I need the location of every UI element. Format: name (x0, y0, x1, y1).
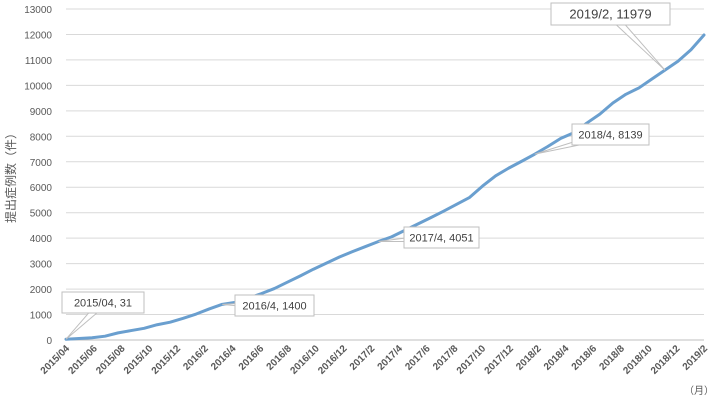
data-point (286, 281, 289, 284)
data-point (168, 320, 172, 324)
x-tick-label: 2016/10 (288, 343, 322, 377)
x-tick-label: 2019/2 (681, 343, 711, 373)
y-tick-label: 0 (46, 336, 52, 347)
y-tick-label: 9000 (30, 107, 53, 118)
data-point (195, 312, 198, 316)
y-tick-label: 11000 (25, 56, 53, 67)
data-point (351, 250, 354, 253)
data-point (299, 274, 302, 278)
series-line (64, 33, 706, 341)
y-tick-label: 7000 (30, 158, 53, 169)
data-point (689, 48, 693, 51)
data-point (325, 261, 328, 265)
data-point (181, 317, 185, 320)
data-point (637, 86, 641, 90)
y-tick-label: 1000 (30, 311, 53, 322)
data-point (442, 209, 445, 213)
x-tick-label: 2017/10 (455, 343, 489, 377)
gridlines (66, 8, 704, 341)
y-tick-label: 4000 (30, 234, 53, 245)
y-tick-label: 8000 (30, 132, 53, 143)
data-point (103, 334, 107, 338)
callout-box (571, 123, 650, 146)
data-point (624, 93, 628, 96)
data-callout: 2017/4, 4051 (378, 226, 480, 249)
x-tick-label: 2016/2 (181, 343, 211, 373)
data-point (598, 112, 602, 116)
x-tick-label: 2016/6 (237, 343, 267, 373)
data-point (273, 287, 276, 290)
y-tick-label: 6000 (30, 183, 53, 194)
y-axis-title: 提出症例数（件） (3, 127, 18, 223)
x-tick-label: 2015/12 (150, 343, 184, 377)
x-tick-label: 2017/2 (348, 343, 378, 373)
y-axis-ticks: 0 1000 2000 3000 4000 5000 6000 7000 8000 9000 100… (24, 5, 52, 347)
data-point (142, 327, 146, 330)
data-point (702, 33, 706, 37)
data-point (260, 292, 263, 295)
data-point (481, 184, 484, 188)
y-tick-label: 13000 (24, 5, 52, 16)
y-tick-label: 12000 (24, 30, 52, 41)
callout-box (61, 291, 145, 314)
callout-label: 2015/04, 31 (74, 297, 132, 309)
data-point (494, 174, 497, 177)
x-tick-label: 2018/4 (542, 343, 572, 373)
data-point (507, 166, 510, 170)
callout-label: 2016/4, 1400 (242, 300, 306, 312)
data-point (116, 331, 120, 335)
callout-label: 2019/2, 11979 (569, 7, 651, 22)
data-point (429, 216, 432, 219)
data-point (559, 137, 562, 140)
data-point (676, 59, 680, 63)
x-tick-label: 2018/2 (514, 343, 544, 373)
data-point (390, 235, 393, 239)
x-tick-label: 2015/04 (39, 343, 73, 377)
data-point (416, 222, 419, 226)
x-tick-label: 2017/6 (403, 343, 433, 373)
x-tick-label: 2016/4 (209, 343, 239, 373)
x-tick-label: 2018/10 (621, 343, 655, 377)
y-tick-label: 5000 (30, 209, 53, 220)
callout-label: 2018/4, 8139 (578, 129, 642, 141)
y-tick-label: 2000 (30, 285, 53, 296)
x-axis-ticks: 2015/042015/062015/082015/102015/122016/… (39, 343, 711, 377)
data-callout: 2019/2, 11979 (550, 2, 671, 71)
series-line-group (64, 33, 706, 341)
data-point (611, 101, 615, 105)
data-callout: 2018/4, 8139 (534, 123, 650, 155)
data-point (338, 255, 341, 259)
x-axis-title: （月） (684, 385, 714, 397)
callout-box (550, 2, 671, 26)
x-tick-label: 2018/6 (570, 343, 600, 373)
y-tick-label: 3000 (30, 260, 53, 271)
data-callout: 2016/4, 1400 (222, 294, 315, 317)
data-point (77, 337, 81, 340)
x-tick-label: 2015/08 (94, 343, 128, 377)
data-point (520, 160, 523, 163)
x-tick-label: 2018/12 (649, 343, 683, 377)
data-callout: 2015/04, 31 (61, 291, 145, 340)
data-point (129, 329, 133, 332)
x-tick-label: 2016/12 (316, 343, 350, 377)
callout-box (234, 294, 315, 317)
data-point (364, 245, 367, 248)
data-callouts: 2015/04, 31 2016/4, 1400 2017/4, 4051 2018/… (61, 2, 671, 340)
data-point (90, 336, 94, 339)
callout-box (403, 226, 480, 249)
data-point (650, 77, 654, 81)
y-tick-label: 10000 (24, 81, 52, 92)
callout-label: 2017/4, 4051 (409, 232, 473, 244)
data-point (455, 203, 458, 206)
data-point (155, 323, 159, 326)
data-point (468, 196, 471, 199)
data-point (208, 307, 211, 311)
x-tick-label: 2015/10 (122, 343, 156, 377)
data-point (546, 145, 549, 148)
data-point (312, 268, 315, 271)
x-tick-label: 2017/12 (483, 343, 517, 377)
x-tick-label: 2015/06 (67, 343, 101, 377)
x-tick-label: 2017/4 (376, 343, 406, 373)
